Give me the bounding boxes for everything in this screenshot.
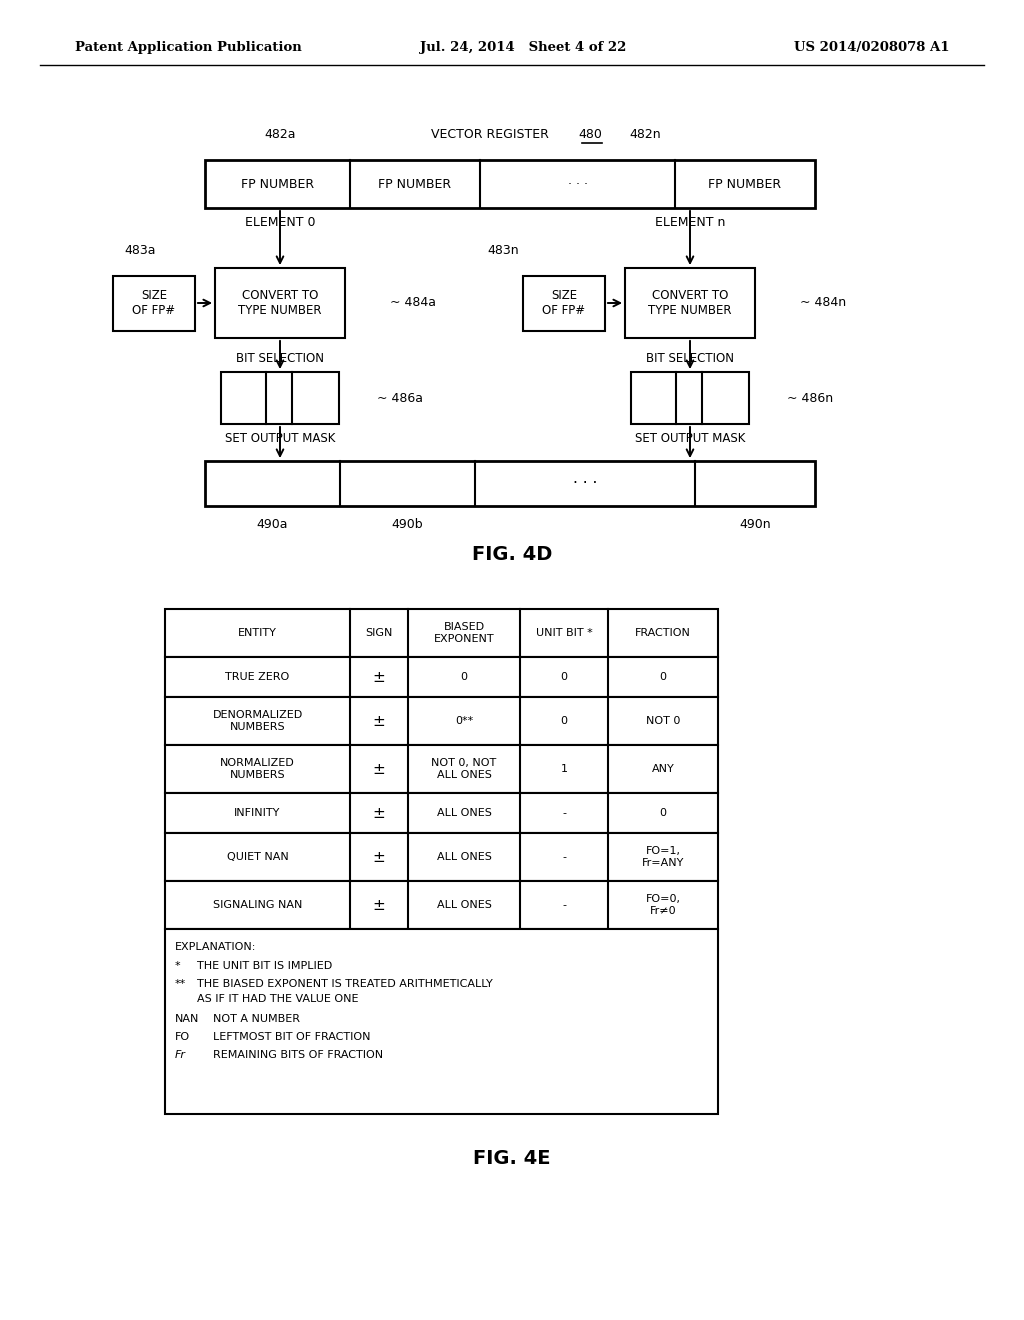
Text: ALL ONES: ALL ONES xyxy=(436,808,492,818)
Text: UNIT BIT *: UNIT BIT * xyxy=(536,628,592,638)
Text: -: - xyxy=(562,808,566,818)
Text: ±: ± xyxy=(373,714,385,729)
Bar xyxy=(631,372,749,424)
Text: 0: 0 xyxy=(560,715,567,726)
Text: SET OUTPUT MASK: SET OUTPUT MASK xyxy=(635,433,745,446)
Text: NAN: NAN xyxy=(175,1014,200,1024)
Text: US 2014/0208078 A1: US 2014/0208078 A1 xyxy=(795,41,950,54)
Text: · · ·: · · · xyxy=(567,177,588,190)
Text: FO: FO xyxy=(175,1032,190,1041)
Text: THE BIASED EXPONENT IS TREATED ARITHMETICALLY: THE BIASED EXPONENT IS TREATED ARITHMETI… xyxy=(197,979,493,989)
Text: · · ·: · · · xyxy=(572,477,597,491)
Text: LEFTMOST BIT OF FRACTION: LEFTMOST BIT OF FRACTION xyxy=(213,1032,371,1041)
Bar xyxy=(625,268,755,338)
Text: BIT SELECTION: BIT SELECTION xyxy=(646,351,734,364)
Text: ±: ± xyxy=(373,762,385,776)
Text: DENORMALIZED
NUMBERS: DENORMALIZED NUMBERS xyxy=(212,710,303,731)
Text: 490a: 490a xyxy=(257,517,288,531)
Text: NOT 0, NOT
ALL ONES: NOT 0, NOT ALL ONES xyxy=(431,758,497,780)
Text: QUIET NAN: QUIET NAN xyxy=(226,851,289,862)
Text: ~ 484n: ~ 484n xyxy=(800,297,846,309)
Text: SET OUTPUT MASK: SET OUTPUT MASK xyxy=(225,433,335,446)
Text: FO=1,
Fr=ANY: FO=1, Fr=ANY xyxy=(642,846,684,867)
Bar xyxy=(165,929,718,1114)
Text: *: * xyxy=(175,961,180,972)
Text: ±: ± xyxy=(373,898,385,912)
Text: FIG. 4E: FIG. 4E xyxy=(473,1150,551,1168)
Text: Jul. 24, 2014   Sheet 4 of 22: Jul. 24, 2014 Sheet 4 of 22 xyxy=(420,41,627,54)
Text: FIG. 4D: FIG. 4D xyxy=(472,544,552,564)
Text: Patent Application Publication: Patent Application Publication xyxy=(75,41,302,54)
Text: REMAINING BITS OF FRACTION: REMAINING BITS OF FRACTION xyxy=(213,1049,383,1060)
Text: Fr: Fr xyxy=(175,1049,186,1060)
Text: CONVERT TO
TYPE NUMBER: CONVERT TO TYPE NUMBER xyxy=(239,289,322,317)
Text: 0**: 0** xyxy=(455,715,473,726)
Text: 482a: 482a xyxy=(264,128,296,141)
Text: FO=0,
Fr≠0: FO=0, Fr≠0 xyxy=(645,894,681,916)
Text: NORMALIZED
NUMBERS: NORMALIZED NUMBERS xyxy=(220,758,295,780)
Bar xyxy=(523,276,605,330)
Text: 483n: 483n xyxy=(487,243,519,256)
Bar xyxy=(215,268,345,338)
Text: FP NUMBER: FP NUMBER xyxy=(241,177,314,190)
Text: 0: 0 xyxy=(560,672,567,682)
Bar xyxy=(165,880,718,929)
Text: TRUE ZERO: TRUE ZERO xyxy=(225,672,290,682)
Text: EXPLANATION:: EXPLANATION: xyxy=(175,942,256,952)
Text: 490n: 490n xyxy=(739,517,771,531)
Text: NOT A NUMBER: NOT A NUMBER xyxy=(213,1014,300,1024)
Text: ~ 486a: ~ 486a xyxy=(377,392,423,404)
Text: 0: 0 xyxy=(659,672,667,682)
Text: VECTOR REGISTER: VECTOR REGISTER xyxy=(431,128,549,141)
Text: THE UNIT BIT IS IMPLIED: THE UNIT BIT IS IMPLIED xyxy=(197,961,332,972)
Text: BIASED
EXPONENT: BIASED EXPONENT xyxy=(434,622,495,644)
Text: -: - xyxy=(562,900,566,909)
Text: -: - xyxy=(562,851,566,862)
Bar xyxy=(221,372,339,424)
Text: SIZE
OF FP#: SIZE OF FP# xyxy=(543,289,586,317)
Bar xyxy=(165,657,718,697)
Text: ANY: ANY xyxy=(651,764,675,774)
Text: SIGN: SIGN xyxy=(366,628,392,638)
Bar xyxy=(205,160,815,209)
Text: BIT SELECTION: BIT SELECTION xyxy=(236,351,324,364)
Text: ALL ONES: ALL ONES xyxy=(436,851,492,862)
Text: ~ 486n: ~ 486n xyxy=(787,392,834,404)
Bar xyxy=(205,461,815,506)
Bar xyxy=(113,276,195,330)
Text: ALL ONES: ALL ONES xyxy=(436,900,492,909)
Bar xyxy=(165,793,718,833)
Text: ±: ± xyxy=(373,805,385,821)
Text: INFINITY: INFINITY xyxy=(234,808,281,818)
Bar xyxy=(165,697,718,744)
Text: 0: 0 xyxy=(659,808,667,818)
Text: 0: 0 xyxy=(461,672,468,682)
Text: ±: ± xyxy=(373,669,385,685)
Text: 480: 480 xyxy=(579,128,602,141)
Text: CONVERT TO
TYPE NUMBER: CONVERT TO TYPE NUMBER xyxy=(648,289,732,317)
Text: 483a: 483a xyxy=(124,243,156,256)
Text: ±: ± xyxy=(373,850,385,865)
Text: **: ** xyxy=(175,979,186,989)
Text: ENTITY: ENTITY xyxy=(238,628,276,638)
Text: SIZE
OF FP#: SIZE OF FP# xyxy=(132,289,175,317)
Text: AS IF IT HAD THE VALUE ONE: AS IF IT HAD THE VALUE ONE xyxy=(197,994,358,1005)
Bar xyxy=(165,609,718,657)
Text: 490b: 490b xyxy=(392,517,423,531)
Text: 1: 1 xyxy=(560,764,567,774)
Text: 482n: 482n xyxy=(629,128,660,141)
Text: ~ 484a: ~ 484a xyxy=(390,297,436,309)
Text: ELEMENT 0: ELEMENT 0 xyxy=(245,215,315,228)
Bar xyxy=(165,744,718,793)
Text: ELEMENT n: ELEMENT n xyxy=(654,215,725,228)
Text: FP NUMBER: FP NUMBER xyxy=(709,177,781,190)
Text: NOT 0: NOT 0 xyxy=(646,715,680,726)
Text: FRACTION: FRACTION xyxy=(635,628,691,638)
Bar xyxy=(165,833,718,880)
Text: FP NUMBER: FP NUMBER xyxy=(379,177,452,190)
Text: SIGNALING NAN: SIGNALING NAN xyxy=(213,900,302,909)
